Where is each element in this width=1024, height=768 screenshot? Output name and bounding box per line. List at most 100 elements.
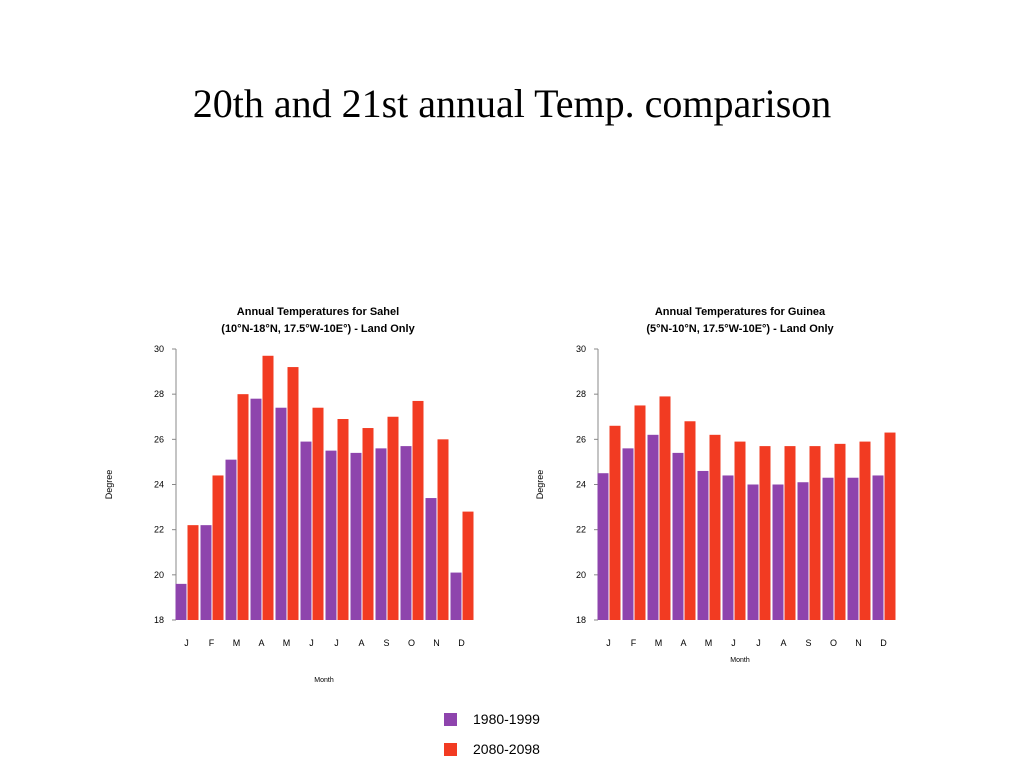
chart-1-bar-s1-1	[634, 405, 646, 620]
chart-1-ylabel: Degree	[535, 470, 545, 500]
chart-1-x-tick-label: A	[680, 638, 686, 648]
chart-1-bar-s0-3	[672, 452, 684, 620]
chart-0-x-tick-label: N	[433, 638, 440, 648]
legend-swatch-1980	[444, 712, 457, 726]
chart-1-bar-s1-8	[809, 446, 821, 620]
chart-0-subtitle: (10°N-18°N, 17.5°W-10E°) - Land Only	[221, 323, 415, 335]
chart-0-bar-s0-1	[200, 525, 212, 620]
chart-0-bar-s0-0	[175, 583, 187, 620]
chart-0-y-tick-label: 30	[154, 344, 164, 354]
chart-1-bar-s0-5	[722, 475, 734, 620]
chart-0-bar-s0-2	[225, 459, 237, 620]
slide-title: 20th and 21st annual Temp. comparison	[192, 81, 832, 126]
chart-1-y-tick-label: 24	[576, 480, 586, 490]
chart-1-bar-s1-2	[659, 396, 671, 620]
chart-0-bar-s1-6	[337, 419, 349, 620]
chart-0-bar-s1-4	[287, 367, 299, 620]
chart-1-bar-s1-10	[859, 441, 871, 620]
chart-1-x-tick-label: M	[655, 638, 663, 648]
chart-0-x-tick-label: J	[184, 638, 189, 648]
legend-label-2080: 2080-2098	[473, 741, 540, 757]
chart-0-bar-s0-9	[400, 446, 412, 620]
chart-1-bar-s0-6	[747, 484, 759, 620]
chart-1-bar-s0-0	[597, 473, 609, 620]
chart-1-x-tick-label: J	[731, 638, 736, 648]
chart-1-bar-s0-8	[797, 482, 809, 620]
chart-0-bar-s0-4	[275, 407, 287, 620]
legend-label-1980: 1980-1999	[473, 711, 540, 727]
chart-1-x-tick-label: M	[705, 638, 713, 648]
chart-0-y-tick-label: 24	[154, 480, 164, 490]
chart-0-bar-s1-8	[387, 416, 399, 620]
chart-0-x-tick-label: M	[233, 638, 241, 648]
chart-1-bar-s0-1	[622, 448, 634, 620]
chart-1-x-tick-label: J	[606, 638, 611, 648]
chart-1-bar-s0-11	[872, 475, 884, 620]
chart-1-bar-s1-4	[709, 434, 721, 620]
chart-1-x-tick-label: O	[830, 638, 837, 648]
chart-0-bar-s0-3	[250, 398, 262, 620]
chart-0-bar-s1-1	[212, 475, 224, 620]
chart-1-bar-s1-5	[734, 441, 746, 620]
chart-0-x-tick-label: J	[334, 638, 339, 648]
chart-0-bar-s1-5	[312, 407, 324, 620]
chart-1-bar-s0-4	[697, 470, 709, 620]
chart-1-x-tick-label: F	[631, 638, 637, 648]
chart-1-bar-s0-9	[822, 477, 834, 620]
chart-1-y-tick-label: 28	[576, 389, 586, 399]
chart-1-bar-s1-6	[759, 446, 771, 620]
chart-1-bar-s0-2	[647, 434, 659, 620]
chart-0-y-tick-label: 22	[154, 525, 164, 535]
chart-0-x-tick-label: M	[283, 638, 291, 648]
chart-1-x-tick-label: J	[756, 638, 761, 648]
chart-0-title: Annual Temperatures for Sahel	[237, 306, 399, 318]
chart-1-y-tick-label: 26	[576, 434, 586, 444]
chart-1-y-tick-label: 30	[576, 344, 586, 354]
chart-0-x-tick-label: A	[258, 638, 264, 648]
chart-0-y-tick-label: 26	[154, 434, 164, 444]
chart-0-bar-s0-8	[375, 448, 387, 620]
chart-1-bar-s1-7	[784, 446, 796, 620]
chart-1-title: Annual Temperatures for Guinea	[655, 306, 826, 318]
chart-1-y-tick-label: 18	[576, 615, 586, 625]
chart-0-y-tick-label: 28	[154, 389, 164, 399]
chart-1-bar-s1-0	[609, 425, 621, 620]
chart-1-xlabel: Month	[730, 657, 750, 664]
chart-0-y-tick-label: 20	[154, 570, 164, 580]
legend: 1980-1999 2080-2098	[444, 704, 540, 764]
chart-0-ylabel: Degree	[104, 470, 114, 500]
chart-1-x-tick-label: N	[855, 638, 862, 648]
chart-0-bar-s1-9	[412, 400, 424, 620]
legend-item-2080: 2080-2098	[444, 734, 540, 764]
chart-1-bar-s0-7	[772, 484, 784, 620]
chart-0-bar-s1-7	[362, 428, 374, 620]
chart-0-bar-s0-10	[425, 498, 437, 620]
legend-item-1980: 1980-1999	[444, 704, 540, 734]
chart-0-bar-s0-7	[350, 452, 362, 620]
chart-1-bar-s1-11	[884, 432, 896, 620]
chart-1-y-tick-label: 20	[576, 570, 586, 580]
chart-0-x-tick-label: J	[309, 638, 314, 648]
chart-0-bar-s0-6	[325, 450, 337, 620]
chart-0-x-tick-label: D	[458, 638, 465, 648]
chart-1-y-tick-label: 22	[576, 525, 586, 535]
chart-0-x-tick-label: A	[358, 638, 364, 648]
chart-0-bar-s0-5	[300, 441, 312, 620]
chart-0-bar-s1-11	[462, 511, 474, 620]
chart-0-x-tick-label: S	[383, 638, 389, 648]
chart-1-x-tick-label: A	[780, 638, 786, 648]
chart-1-bar-s0-10	[847, 477, 859, 620]
chart-0-x-tick-label: F	[209, 638, 215, 648]
chart-1-x-tick-label: S	[805, 638, 811, 648]
chart-1-bar-s1-9	[834, 443, 846, 620]
chart-0-bar-s1-0	[187, 525, 199, 620]
chart-0-bar-s1-10	[437, 439, 449, 620]
chart-0-bar-s0-11	[450, 572, 462, 620]
legend-swatch-2080	[444, 742, 457, 756]
chart-0-xlabel: Month	[314, 677, 334, 684]
chart-0-y-tick-label: 18	[154, 615, 164, 625]
chart-1-x-tick-label: D	[880, 638, 887, 648]
chart-0-x-tick-label: O	[408, 638, 415, 648]
chart-0-bar-s1-3	[262, 355, 274, 620]
